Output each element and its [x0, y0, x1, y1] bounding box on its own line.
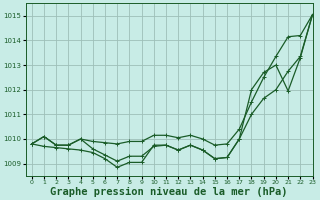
X-axis label: Graphe pression niveau de la mer (hPa): Graphe pression niveau de la mer (hPa): [50, 186, 288, 197]
